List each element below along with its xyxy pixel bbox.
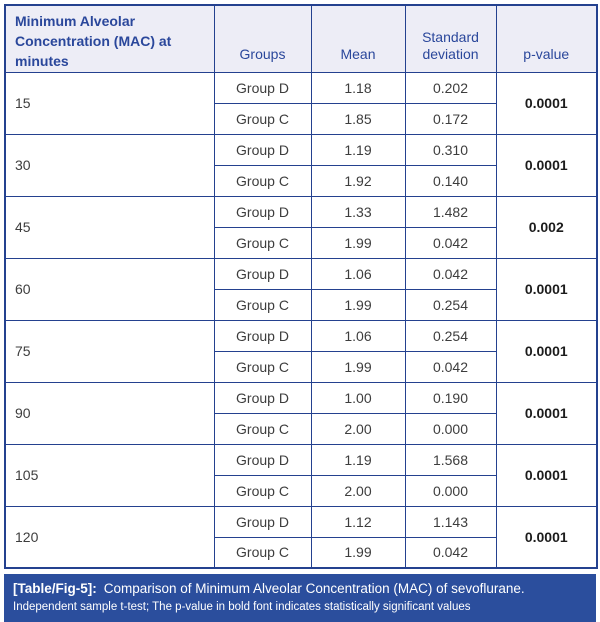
- figure-caption: [Table/Fig-5]: Comparison of Minimum Alve…: [4, 574, 596, 622]
- sd-cell: 0.202: [404, 71, 497, 104]
- mean-cell: 2.00: [310, 474, 406, 507]
- sd-cell: 0.190: [404, 381, 497, 414]
- p-value-cell: 0.0001: [495, 133, 598, 197]
- minutes-cell: 90: [4, 381, 215, 445]
- sd-cell: 0.000: [404, 412, 497, 445]
- mean-cell: 1.06: [310, 319, 406, 352]
- table-row: Group C 1.99 0.254: [5, 288, 597, 321]
- minutes-cell: 60: [4, 257, 215, 321]
- group-cell: Group D: [213, 381, 312, 414]
- mean-cell: 1.85: [310, 102, 406, 135]
- mean-cell: 1.33: [310, 195, 406, 228]
- column-header-pvalue: p-value: [495, 4, 598, 73]
- group-cell: Group C: [213, 536, 312, 569]
- group-cell: Group D: [213, 319, 312, 352]
- group-cell: Group D: [213, 133, 312, 166]
- mean-cell: 1.12: [310, 505, 406, 538]
- p-value-cell: 0.0001: [495, 443, 598, 507]
- sd-cell: 1.143: [404, 505, 497, 538]
- table-row: Group C 1.92 0.140: [5, 164, 597, 197]
- mean-cell: 1.99: [310, 536, 406, 569]
- sd-cell: 0.042: [404, 350, 497, 383]
- minutes-cell: 120: [4, 505, 215, 569]
- mean-cell: 1.18: [310, 71, 406, 104]
- minutes-cell: 30: [4, 133, 215, 197]
- sd-cell: 0.000: [404, 474, 497, 507]
- minutes-cell: 45: [4, 195, 215, 259]
- table-row: 15 Group D 1.18 0.202 0.0001: [4, 71, 598, 135]
- group-cell: Group C: [213, 350, 312, 383]
- column-header-groups: Groups: [213, 4, 312, 73]
- table-row: 120 Group D 1.12 1.143 0.0001: [4, 505, 598, 569]
- mean-cell: 1.19: [310, 133, 406, 166]
- header-row: Minimum Alveolar Concentration (MAC) at …: [4, 4, 598, 73]
- table-row: Group C 2.00 0.000: [5, 474, 597, 507]
- mac-comparison-table: Minimum Alveolar Concentration (MAC) at …: [4, 4, 598, 570]
- group-cell: Group D: [213, 505, 312, 538]
- minutes-cell: 75: [4, 319, 215, 383]
- sd-cell: 0.254: [404, 288, 497, 321]
- caption-title-line: [Table/Fig-5]: Comparison of Minimum Alve…: [13, 580, 587, 598]
- p-value-cell: 0.0001: [495, 257, 598, 321]
- table-row: 30 Group D 1.19 0.310 0.0001: [4, 133, 598, 197]
- mean-cell: 1.99: [310, 350, 406, 383]
- group-cell: Group C: [213, 226, 312, 259]
- column-header-sd: Standard deviation: [404, 4, 497, 73]
- p-value-cell: 0.002: [495, 195, 598, 259]
- table-row: Group C 1.99 0.042: [5, 536, 597, 569]
- table-row: Group C 1.99 0.042: [5, 350, 597, 383]
- sd-cell: 0.140: [404, 164, 497, 197]
- mean-cell: 2.00: [310, 412, 406, 445]
- p-value-cell: 0.0001: [495, 381, 598, 445]
- group-cell: Group D: [213, 71, 312, 104]
- mean-cell: 1.00: [310, 381, 406, 414]
- group-cell: Group D: [213, 257, 312, 290]
- caption-label: [Table/Fig-5]:: [13, 581, 97, 597]
- p-value-cell: 0.0001: [495, 71, 598, 135]
- group-cell: Group C: [213, 288, 312, 321]
- mean-cell: 1.99: [310, 226, 406, 259]
- minutes-cell: 15: [4, 71, 215, 135]
- mean-cell: 1.19: [310, 443, 406, 476]
- column-header-mean: Mean: [310, 4, 406, 73]
- mean-cell: 1.92: [310, 164, 406, 197]
- mean-cell: 1.06: [310, 257, 406, 290]
- mean-cell: 1.99: [310, 288, 406, 321]
- sd-cell: 0.172: [404, 102, 497, 135]
- column-header-minutes: Minimum Alveolar Concentration (MAC) at …: [4, 4, 215, 73]
- sd-cell: 0.254: [404, 319, 497, 352]
- table-row: 45 Group D 1.33 1.482 0.002: [4, 195, 598, 259]
- minutes-cell: 105: [4, 443, 215, 507]
- sd-cell: 0.042: [404, 257, 497, 290]
- caption-title: Comparison of Minimum Alveolar Concentra…: [103, 581, 525, 597]
- caption-note: Independent sample t-test; The p-value i…: [13, 601, 471, 614]
- sd-cell: 0.042: [404, 536, 497, 569]
- p-value-cell: 0.0001: [495, 319, 598, 383]
- table-row: 75 Group D 1.06 0.254 0.0001: [4, 319, 598, 383]
- table-row: 105 Group D 1.19 1.568 0.0001: [4, 443, 598, 507]
- p-value-cell: 0.0001: [495, 505, 598, 569]
- group-cell: Group C: [213, 164, 312, 197]
- group-cell: Group C: [213, 412, 312, 445]
- table-row: 90 Group D 1.00 0.190 0.0001: [4, 381, 598, 445]
- sd-cell: 1.568: [404, 443, 497, 476]
- group-cell: Group C: [213, 474, 312, 507]
- group-cell: Group D: [213, 195, 312, 228]
- table-row: 60 Group D 1.06 0.042 0.0001: [4, 257, 598, 321]
- table-row: Group C 1.99 0.042: [5, 226, 597, 259]
- sd-cell: 0.310: [404, 133, 497, 166]
- group-cell: Group D: [213, 443, 312, 476]
- group-cell: Group C: [213, 102, 312, 135]
- sd-cell: 1.482: [404, 195, 497, 228]
- sd-cell: 0.042: [404, 226, 497, 259]
- table-row: Group C 1.85 0.172: [5, 102, 597, 135]
